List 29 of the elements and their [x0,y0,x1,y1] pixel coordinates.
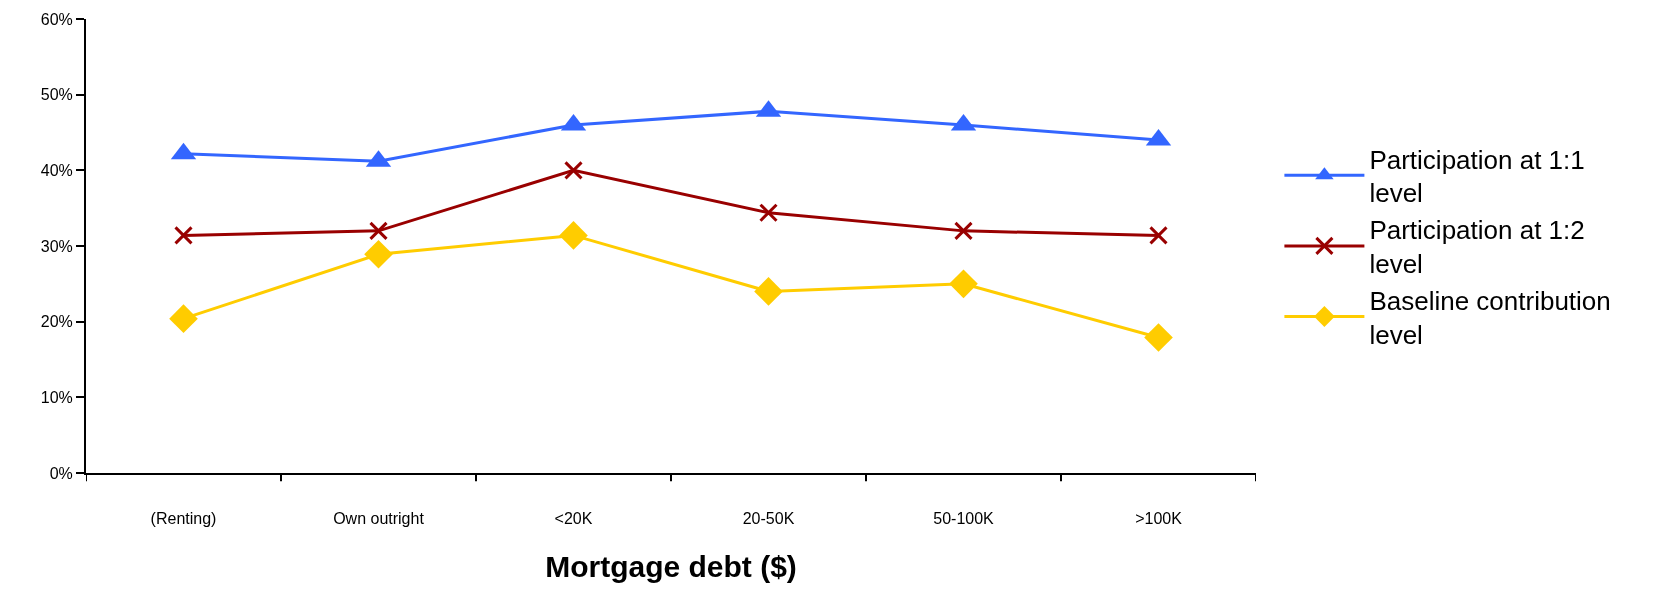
x-tick-label: 20-50K [742,510,795,528]
y-tick-label: 30% [40,237,73,255]
y-tick-label: 60% [40,10,73,28]
legend-label: Participation at 1:1 level [1369,144,1585,209]
y-tick-label: 50% [40,86,73,104]
point [169,304,198,333]
legend-label: Participation at 1:2 level [1369,215,1585,279]
point [1149,225,1168,245]
x-tick-label: Own outright [333,510,425,528]
y-tick-label: 10% [40,388,73,406]
x-axis-title: Mortgage debt ($) [545,550,797,584]
point [564,160,583,180]
point [754,277,783,306]
point [369,221,388,241]
legend-label: Baseline contribution level [1369,285,1611,350]
x-tick-label: >100K [1135,510,1183,528]
point [954,221,973,241]
x-tick-label: (Renting) [150,510,217,528]
point [759,203,778,223]
point [364,240,393,269]
x-tick-label: 50-100K [933,510,995,528]
y-tick-label: 20% [40,313,73,331]
point [174,225,193,245]
y-tick-label: 40% [40,161,73,179]
point [559,221,588,250]
point [1144,323,1173,352]
x-tick-label: <20K [554,510,593,528]
y-tick-label: 0% [49,464,73,482]
point [949,269,978,299]
